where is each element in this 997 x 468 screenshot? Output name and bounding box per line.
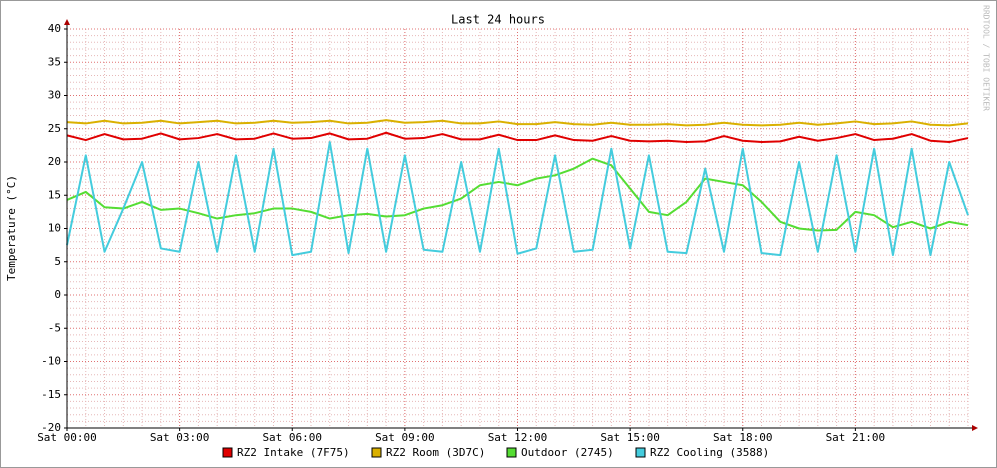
axis-arrow — [972, 425, 978, 431]
legend-label: RZ2 Cooling (3588) — [650, 446, 769, 459]
series-line — [66, 141, 969, 257]
x-tick-label: Sat 12:00 — [488, 431, 548, 444]
y-axis-label: Temperature (°C) — [5, 175, 18, 281]
y-tick-label: -10 — [41, 355, 61, 368]
legend-label: RZ2 Room (3D7C) — [386, 446, 485, 459]
y-tick-label: 40 — [48, 22, 61, 35]
x-tick-label: Sat 00:00 — [37, 431, 97, 444]
y-tick-label: 25 — [48, 122, 61, 135]
axis-arrow — [64, 19, 70, 25]
y-tick-label: -20 — [41, 421, 61, 434]
series-line — [66, 119, 969, 127]
y-tick-label: 15 — [48, 188, 61, 201]
x-tick-label: Sat 03:00 — [150, 431, 210, 444]
y-tick-label: -5 — [48, 321, 61, 334]
legend-swatch — [635, 447, 646, 458]
y-tick-label: 10 — [48, 222, 61, 235]
legend-swatch — [222, 447, 233, 458]
legend-label: RZ2 Intake (7F75) — [237, 446, 350, 459]
series-line — [66, 131, 969, 144]
y-tick-label: 5 — [54, 255, 61, 268]
x-tick-label: Sat 09:00 — [375, 431, 435, 444]
legend-swatch — [371, 447, 382, 458]
y-tick-label: 35 — [48, 55, 61, 68]
x-tick-label: Sat 18:00 — [713, 431, 773, 444]
x-tick-label: Sat 21:00 — [826, 431, 886, 444]
x-tick-label: Sat 15:00 — [600, 431, 660, 444]
legend-label: Outdoor (2745) — [521, 446, 614, 459]
series-line — [66, 157, 969, 232]
watermark: RRDTOOL / TOBI OETIKER — [982, 5, 991, 111]
y-tick-label: 20 — [48, 155, 61, 168]
y-tick-label: 0 — [54, 288, 61, 301]
chart-title: Last 24 hours — [451, 13, 545, 27]
y-tick-label: -15 — [41, 388, 61, 401]
x-tick-label: Sat 06:00 — [262, 431, 322, 444]
y-tick-label: 30 — [48, 89, 61, 102]
legend-swatch — [506, 447, 517, 458]
